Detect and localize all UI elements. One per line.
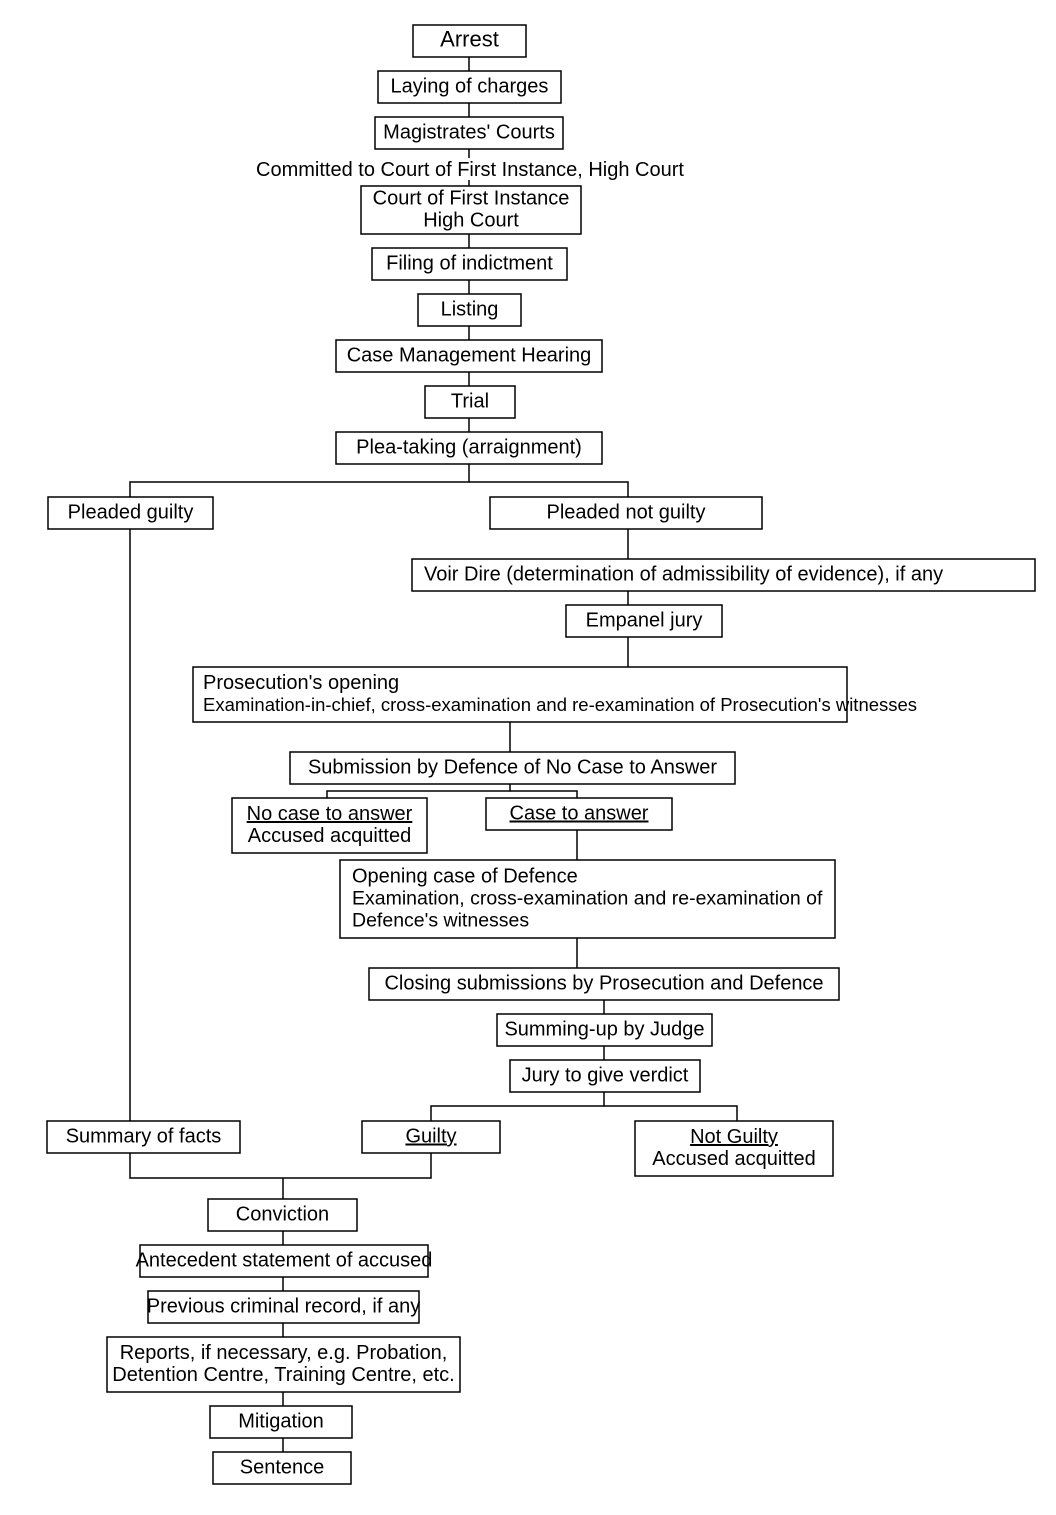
node-pleaded_not_guilty: Pleaded not guilty (490, 497, 762, 529)
node-text-reports-1: Detention Centre, Training Centre, etc. (112, 1364, 454, 1386)
node-jury_verdict: Jury to give verdict (510, 1060, 700, 1092)
node-sentence: Sentence (213, 1452, 351, 1484)
node-text-guilty-0: Guilty (405, 1126, 456, 1148)
node-text-empanel-0: Empanel jury (586, 610, 703, 632)
node-plea: Plea-taking (arraignment) (336, 432, 602, 464)
node-text-listing-0: Listing (441, 299, 499, 321)
node-trial: Trial (425, 386, 515, 418)
node-listing: Listing (418, 294, 521, 326)
node-prosecution_opening: Prosecution's openingExamination-in-chie… (193, 667, 917, 722)
node-text-voir_dire-0: Voir Dire (determination of admissibilit… (424, 564, 943, 586)
node-empanel: Empanel jury (566, 605, 722, 637)
node-guilty: Guilty (362, 1121, 500, 1153)
node-magistrates: Magistrates' Courts (375, 117, 563, 149)
node-pleaded_guilty: Pleaded guilty (48, 497, 213, 529)
node-text-laying-0: Laying of charges (391, 76, 549, 98)
node-text-no_case-1: Accused acquitted (248, 825, 411, 847)
node-reports: Reports, if necessary, e.g. Probation,De… (107, 1337, 460, 1392)
node-antecedent: Antecedent statement of accused (136, 1245, 433, 1277)
node-text-not_guilty-0: Not Guilty (690, 1126, 778, 1148)
node-arrest: Arrest (413, 25, 526, 57)
node-text-previous_record-0: Previous criminal record, if any (147, 1296, 420, 1318)
node-laying: Laying of charges (378, 71, 561, 103)
node-text-mitigation-0: Mitigation (238, 1411, 324, 1433)
node-text-antecedent-0: Antecedent statement of accused (136, 1250, 433, 1272)
node-text-court_first-1: High Court (423, 210, 519, 232)
node-text-no_case-0: No case to answer (247, 803, 413, 825)
node-conviction: Conviction (208, 1199, 357, 1231)
node-summary_facts: Summary of facts (47, 1121, 240, 1153)
node-text-prosecution_opening-1: Examination-in-chief, cross-examination … (203, 694, 917, 715)
node-text-pleaded_not_guilty-0: Pleaded not guilty (546, 502, 705, 524)
label-committed_label: Committed to Court of First Instance, Hi… (256, 159, 684, 181)
node-previous_record: Previous criminal record, if any (147, 1291, 420, 1323)
node-no_case: No case to answerAccused acquitted (232, 798, 427, 853)
node-text-conviction-0: Conviction (236, 1204, 329, 1226)
node-text-submission-0: Submission by Defence of No Case to Answ… (308, 757, 717, 779)
node-submission: Submission by Defence of No Case to Answ… (290, 752, 735, 784)
node-text-filing-0: Filing of indictment (386, 253, 553, 275)
node-not_guilty: Not GuiltyAccused acquitted (635, 1121, 833, 1176)
node-text-pleaded_guilty-0: Pleaded guilty (68, 502, 194, 524)
node-cmh: Case Management Hearing (336, 340, 602, 372)
node-summing: Summing-up by Judge (497, 1014, 712, 1046)
node-text-not_guilty-1: Accused acquitted (652, 1148, 815, 1170)
node-court_first: Court of First InstanceHigh Court (361, 186, 581, 234)
node-text-trial-0: Trial (451, 391, 489, 413)
node-text-reports-0: Reports, if necessary, e.g. Probation, (120, 1342, 448, 1364)
node-voir_dire: Voir Dire (determination of admissibilit… (412, 559, 1035, 591)
node-text-jury_verdict-0: Jury to give verdict (522, 1065, 689, 1087)
node-text-closing-0: Closing submissions by Prosecution and D… (384, 973, 823, 995)
criminal-procedure-flowchart: Arrest Laying of charges Magistrates' Cour… (0, 0, 1056, 1515)
node-mitigation: Mitigation (210, 1406, 352, 1438)
node-text-defence_opening-2: Defence's witnesses (352, 910, 529, 932)
node-text-summary_facts-0: Summary of facts (66, 1126, 222, 1148)
node-closing: Closing submissions by Prosecution and D… (369, 968, 839, 1000)
node-text-prosecution_opening-0: Prosecution's opening (203, 672, 399, 694)
node-defence_opening: Opening case of DefenceExamination, cros… (340, 860, 835, 938)
node-text-court_first-0: Court of First Instance (373, 188, 570, 210)
node-text-cmh-0: Case Management Hearing (347, 345, 592, 367)
node-text-defence_opening-1: Examination, cross-examination and re-ex… (352, 888, 823, 910)
node-text-arrest-0: Arrest (440, 27, 499, 52)
node-text-sentence-0: Sentence (240, 1457, 325, 1479)
node-case_to_answer: Case to answer (486, 798, 672, 830)
node-text-magistrates-0: Magistrates' Courts (383, 122, 555, 144)
node-text-case_to_answer-0: Case to answer (510, 803, 649, 825)
node-text-plea-0: Plea-taking (arraignment) (356, 437, 582, 459)
node-filing: Filing of indictment (372, 248, 567, 280)
node-text-summing-0: Summing-up by Judge (504, 1019, 704, 1041)
node-text-defence_opening-0: Opening case of Defence (352, 866, 578, 888)
